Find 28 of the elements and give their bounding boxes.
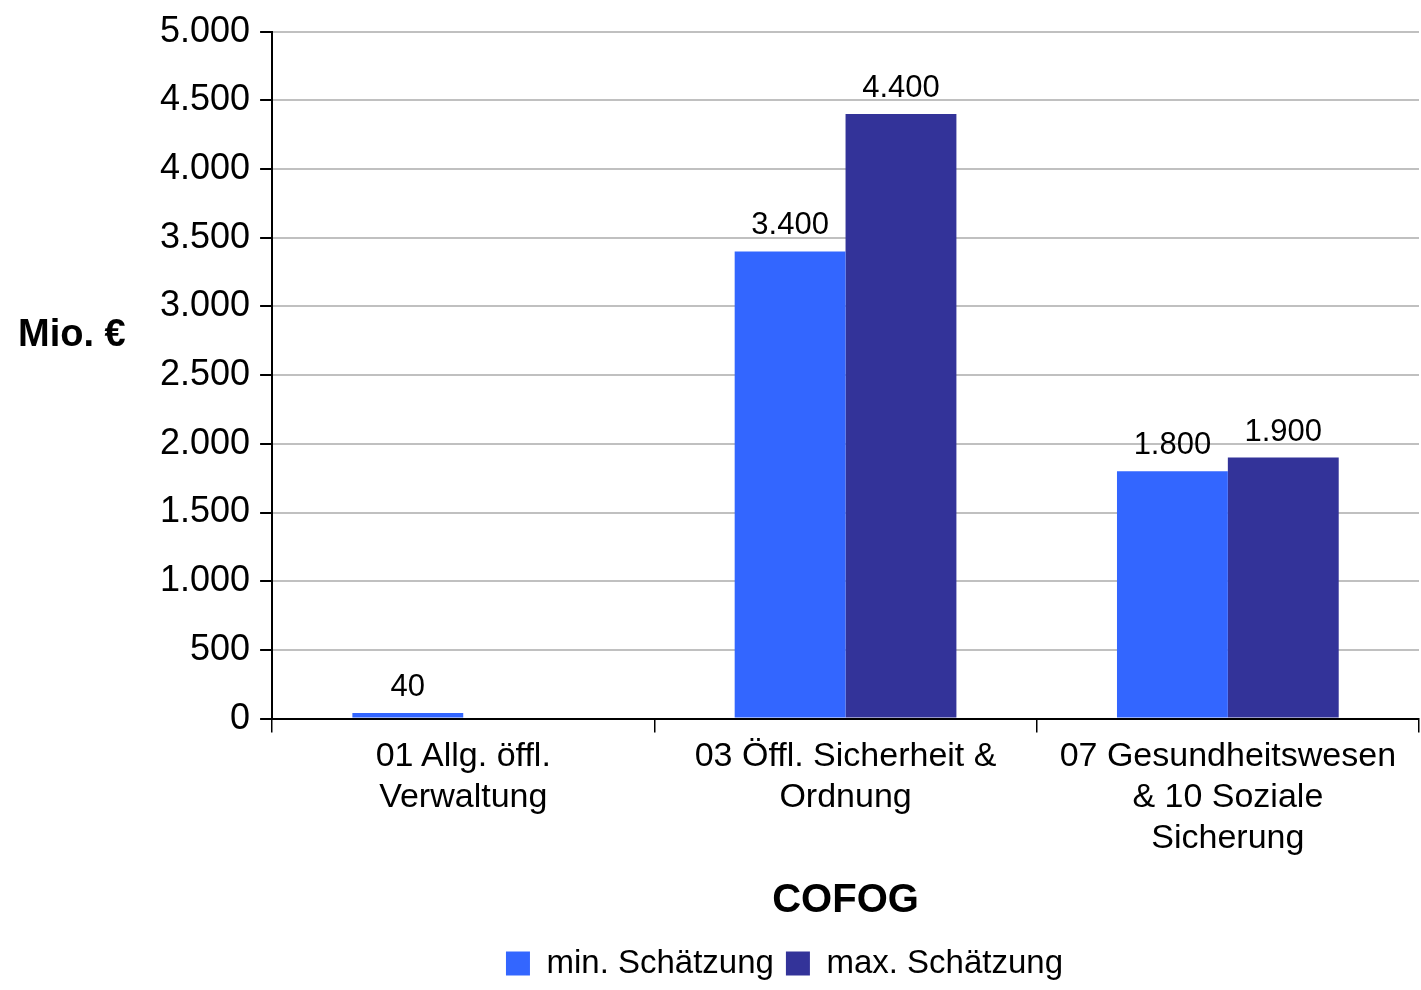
y-tick-label: 4.000 [159,145,251,187]
x-tick-label: 03 Öffl. Sicherheit & Ordnung [694,735,997,815]
y-tick-label: 2.500 [159,352,251,394]
x-axis-title: COFOG [772,876,919,921]
y-tick-label: 2.000 [159,420,251,462]
y-tick-label: 1.000 [159,558,251,600]
y-tick-label: 0 [230,695,251,737]
legend-label: min. Schätzung [546,942,774,980]
bar [734,251,846,718]
data-label: 1.900 [1244,412,1323,448]
y-tick-label: 5.000 [159,8,251,50]
y-tick-label: 3.000 [159,283,251,325]
y-tick-label: 500 [190,626,251,668]
data-label: 4.400 [862,69,940,105]
y-axis-title: Mio. € [18,311,126,354]
bar [1227,457,1339,718]
x-tick-label: 01 Allg. öffl. Verwaltung [375,735,551,815]
bar [1116,471,1228,718]
bar [352,713,464,718]
x-tick-label: 07 Gesundheitswesen & 10 Soziale Sicherung [1059,735,1397,855]
y-tick-label: 1.500 [159,489,251,531]
legend-label: max. Schätzung [826,942,1064,980]
bar [845,114,957,718]
data-label: 1.800 [1133,426,1212,462]
data-label: 40 [390,668,426,704]
y-tick-label: 3.500 [159,214,251,256]
y-tick-label: 4.500 [159,77,251,119]
data-label: 3.400 [751,206,829,242]
